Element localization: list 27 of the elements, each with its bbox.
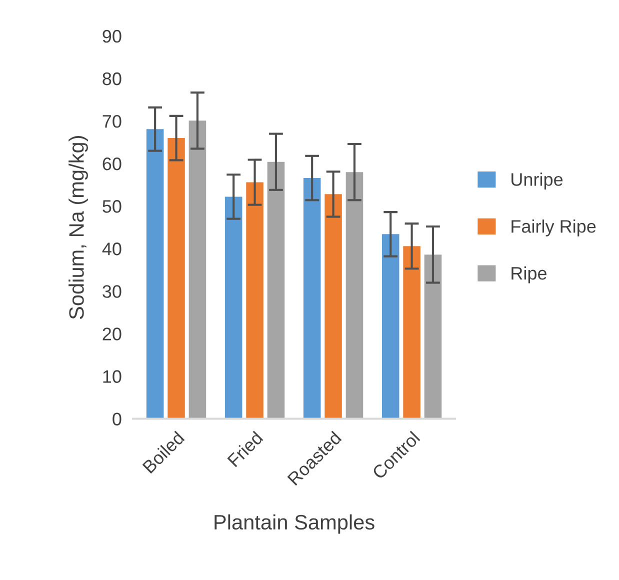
bar [303, 178, 321, 419]
y-tick-label: 90 [102, 30, 122, 43]
bar [267, 162, 285, 419]
y-tick-label: 20 [102, 328, 122, 340]
bar [346, 172, 364, 419]
y-tick-label: 40 [102, 242, 122, 256]
bar [246, 182, 264, 419]
bar [324, 194, 342, 419]
bar [224, 196, 242, 419]
legend-label: Ripe [512, 266, 546, 284]
bar [403, 246, 420, 419]
y-tick-label: 80 [102, 72, 122, 86]
y-axis-title: Sodium, Na (mg/kg) [68, 136, 88, 320]
y-tick-label: 10 [103, 370, 122, 383]
y-tick-label: 70 [102, 114, 122, 128]
bar [168, 138, 185, 419]
bar [382, 234, 400, 419]
bar [188, 120, 206, 419]
y-tick-label: 0 [112, 412, 122, 426]
bar [146, 129, 164, 419]
bar [424, 254, 442, 419]
legend-label: Unripe [512, 172, 563, 190]
x-axis-title: Plantain Samples [214, 514, 374, 534]
y-tick-label: 60 [102, 157, 122, 170]
y-tick-label: 50 [102, 200, 122, 213]
legend-label: Fairly Ripe [512, 220, 596, 236]
y-tick-label: 30 [102, 285, 122, 298]
